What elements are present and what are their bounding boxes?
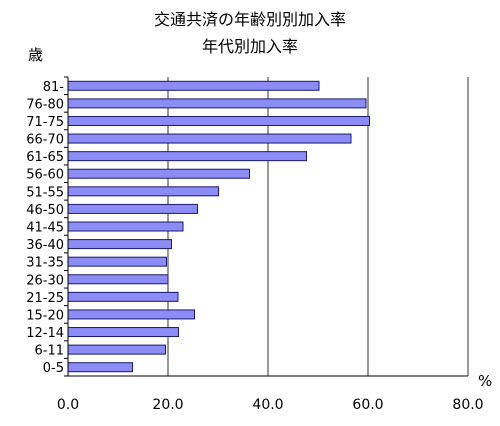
bar [67,291,179,302]
bar [67,186,219,197]
y-tick-label: 51-55 [26,185,64,200]
x-tick-label: 80.0 [452,397,483,413]
bar [67,98,367,109]
y-axis-unit: 歳 [28,46,44,64]
bar [67,221,184,232]
y-tick-label: 76-80 [26,97,64,112]
y-tick-label: 36-40 [26,238,64,253]
x-tick-label: 40.0 [252,397,283,413]
bar [67,327,179,338]
bar [67,203,198,214]
bar [67,80,320,91]
y-tick-label: 41-45 [26,221,64,236]
y-tick-label: 21-25 [26,291,64,306]
bar [67,239,172,250]
y-tick-label: 0-5 [43,361,64,376]
chart-title: 交通共済の年齢別別加入率 [153,10,346,29]
y-tick-label: 56-60 [26,168,64,183]
bar [67,344,166,355]
y-tick-label: 15-20 [26,308,64,323]
bar [67,133,352,144]
y-tick-label: 46-50 [26,203,64,218]
bar [67,274,169,285]
y-tick-label: 26-30 [26,273,64,288]
bar [67,115,370,126]
x-tick-label: 60.0 [352,397,383,413]
bar [67,309,195,320]
bar [67,256,167,267]
x-axis-unit: % [478,372,493,390]
chart-subtitle: 年代別加入率 [201,37,298,56]
y-tick-label: 6-11 [34,344,64,359]
y-tick-label: 31-35 [26,256,64,271]
x-tick-label: 20.0 [152,397,183,413]
bar [67,168,250,179]
x-tick-label: 0.0 [57,397,79,413]
y-tick-label: 81- [43,80,65,95]
y-tick-label: 12-14 [26,326,64,341]
y-tick-label: 66-70 [26,133,64,148]
y-tick-label: 61-65 [26,150,64,165]
y-tick-label: 71-75 [26,115,64,130]
bar [67,151,307,162]
bar [67,362,133,373]
